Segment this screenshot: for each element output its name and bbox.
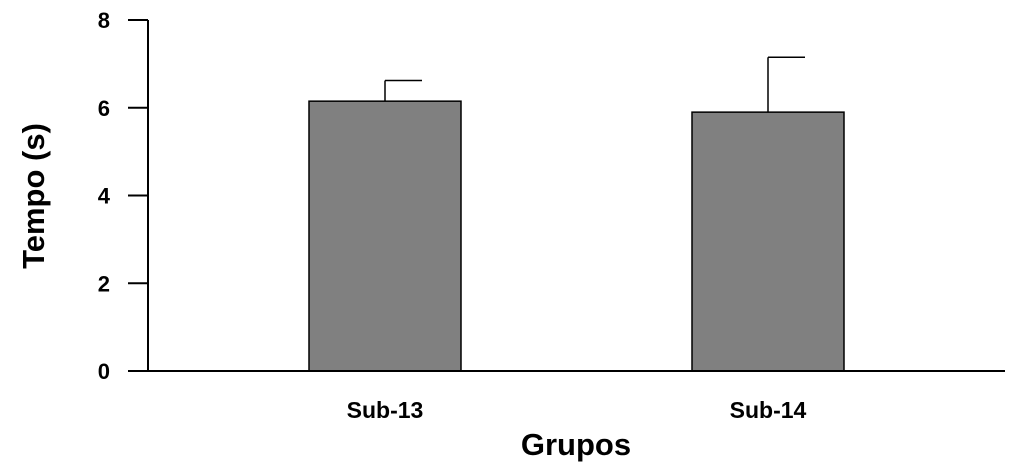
bar-sub-14 — [691, 111, 845, 372]
error-bar-group — [384, 56, 805, 113]
axes-group — [147, 20, 1005, 372]
x-category-label: Sub-14 — [730, 397, 807, 423]
bar-sub-13 — [308, 100, 462, 372]
x-category-label: Sub-13 — [347, 397, 424, 423]
x-axis-title: Grupos — [521, 427, 631, 462]
y-axis-title: Tempo (s) — [16, 123, 51, 269]
x-category-labels: Sub-13 Sub-14 — [347, 397, 807, 423]
y-tick-label: 8 — [98, 8, 110, 33]
y-tick-label: 6 — [98, 96, 110, 121]
y-ticks-group: 0 2 4 6 8 — [98, 8, 148, 384]
y-tick-label: 2 — [98, 271, 110, 296]
bar-group — [308, 100, 845, 372]
y-tick-label: 4 — [98, 184, 111, 209]
y-tick-label: 0 — [98, 359, 110, 384]
